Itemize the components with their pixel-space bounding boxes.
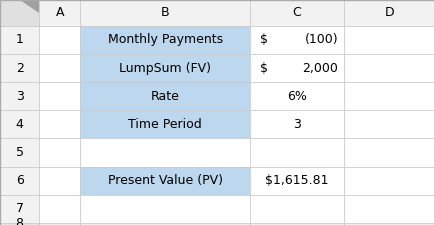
Text: $: $ [259,34,267,46]
Text: $: $ [259,62,267,74]
Bar [39,110,80,138]
Bar [39,138,80,166]
Bar [0,26,39,54]
Bar [250,195,343,223]
Text: Time Period: Time Period [128,118,202,131]
Bar [250,26,343,54]
Text: B: B [161,7,169,19]
Bar [343,223,434,225]
Text: 7: 7 [16,202,23,215]
Bar [343,54,434,82]
Bar [343,195,434,223]
Text: 2,000: 2,000 [302,62,338,74]
Text: 3: 3 [292,118,300,131]
Bar [39,82,80,110]
Text: 4: 4 [16,118,23,131]
Text: Rate: Rate [151,90,179,103]
Text: Present Value (PV): Present Value (PV) [108,174,222,187]
Bar [39,54,80,82]
Bar [39,26,80,54]
Bar [0,138,39,166]
Bar [80,26,250,54]
Text: 5: 5 [16,146,23,159]
Bar [80,166,250,195]
Text: 6%: 6% [286,90,306,103]
Text: 1: 1 [16,34,23,46]
Text: C: C [292,7,301,19]
Text: (100): (100) [304,34,338,46]
Bar [80,195,250,223]
Bar [80,138,250,166]
Bar [39,166,80,195]
Bar [343,166,434,195]
Bar [80,0,250,26]
Text: 3: 3 [16,90,23,103]
Bar [0,110,39,138]
Bar [0,0,39,26]
Bar [343,26,434,54]
Bar [0,166,39,195]
Bar [343,82,434,110]
Bar [343,110,434,138]
Bar [80,110,250,138]
Bar [0,54,39,82]
Bar [80,54,250,82]
Text: LumpSum (FV): LumpSum (FV) [119,62,211,74]
Bar [250,110,343,138]
Bar [39,223,80,225]
Text: $1,615.81: $1,615.81 [265,174,328,187]
Bar [343,0,434,26]
Bar [250,0,343,26]
Polygon shape [20,0,39,13]
Bar [250,138,343,166]
Bar [250,82,343,110]
Bar [0,82,39,110]
Bar [80,82,250,110]
Text: 8: 8 [16,217,23,225]
Bar [0,223,39,225]
Text: Monthly Payments: Monthly Payments [108,34,222,46]
Bar [80,223,250,225]
Text: A: A [56,7,64,19]
Bar [250,54,343,82]
Bar [0,195,39,223]
Text: 6: 6 [16,174,23,187]
Text: D: D [384,7,393,19]
Bar [39,195,80,223]
Bar [250,223,343,225]
Bar [250,166,343,195]
Text: 2: 2 [16,62,23,74]
Bar [39,0,80,26]
Bar [343,138,434,166]
